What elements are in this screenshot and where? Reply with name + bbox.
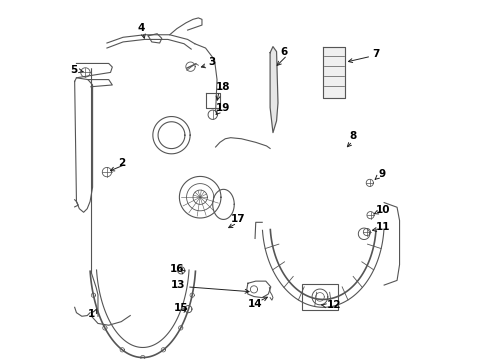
Text: 13: 13 [171,280,185,290]
Text: 3: 3 [208,57,216,67]
Bar [302,284,338,310]
Text: 7: 7 [372,49,380,59]
Text: 17: 17 [230,214,245,224]
Text: 6: 6 [280,46,287,57]
Text: 5: 5 [70,64,77,75]
Text: 14: 14 [248,299,262,309]
Text: 18: 18 [216,82,230,92]
Text: 8: 8 [350,131,357,141]
Text: 1: 1 [88,310,95,319]
Text: 9: 9 [378,168,386,179]
Text: 10: 10 [375,206,390,216]
Text: 2: 2 [118,158,125,168]
Text: 11: 11 [375,222,390,232]
Text: 12: 12 [327,300,341,310]
Text: 19: 19 [216,103,230,113]
Text: 15: 15 [174,303,189,314]
Text: 4: 4 [137,23,145,33]
Text: 16: 16 [170,264,184,274]
Polygon shape [270,46,278,133]
Polygon shape [323,46,344,98]
